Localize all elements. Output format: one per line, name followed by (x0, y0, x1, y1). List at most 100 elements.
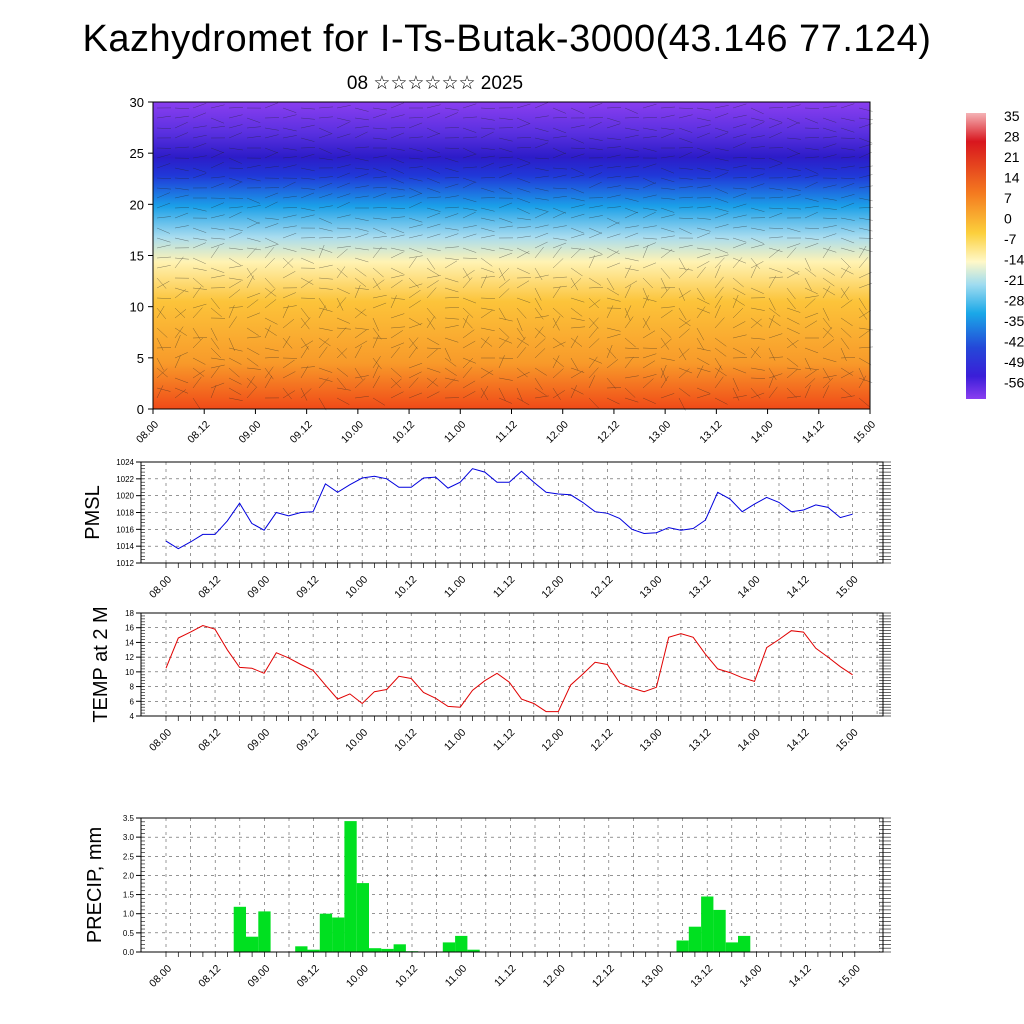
wind-barb (498, 252, 513, 259)
wind-barb (696, 357, 710, 366)
wind-barb (804, 295, 819, 299)
wind-barb (840, 217, 855, 221)
wind-barb (516, 337, 530, 346)
wind-barb (858, 329, 871, 339)
wind-barb (588, 327, 599, 339)
wind-barb (516, 387, 523, 401)
wind-barb (372, 186, 388, 189)
wind-barb (390, 279, 403, 289)
wind-barb (840, 347, 847, 361)
wind-barb (516, 177, 531, 184)
wind-barb (174, 107, 190, 110)
y-tick-label: 12 (125, 653, 134, 662)
wind-barb (822, 233, 837, 239)
wind-barb (210, 307, 222, 318)
wind-barb (498, 337, 513, 344)
wind-barb (426, 233, 441, 239)
wind-barb (408, 187, 422, 194)
wind-barb (408, 201, 422, 209)
wind-barb (354, 308, 366, 319)
wind-barb (390, 216, 405, 219)
wind-barb (462, 267, 471, 281)
wind-barb (714, 247, 729, 254)
wind-barb (732, 307, 744, 319)
wind-barb (174, 307, 186, 318)
wind-barb (354, 267, 367, 277)
wind-barb (372, 365, 380, 379)
wind-barb (624, 257, 639, 262)
wind-barb (246, 299, 259, 309)
wind-barb (732, 287, 746, 296)
wind-barb (408, 289, 421, 299)
wind-barb (768, 196, 784, 199)
wind-barb (696, 337, 705, 351)
wind-barb (174, 309, 187, 319)
wind-barb (516, 317, 523, 331)
wind-barb (426, 316, 435, 329)
wind-barb (336, 105, 351, 109)
precip-bar (258, 911, 271, 952)
wind-barb (606, 194, 621, 199)
wind-barb (354, 227, 369, 232)
wind-barb (624, 147, 639, 152)
wind-barb (750, 392, 765, 399)
wind-barb (642, 297, 657, 302)
x-tick-label: 10.00 (339, 419, 366, 446)
wind-barb (804, 367, 819, 371)
wind-barb (318, 377, 333, 382)
wind-barb (156, 216, 171, 219)
wind-barb (480, 257, 493, 267)
wind-barb (354, 247, 369, 251)
wind-barb (444, 157, 459, 163)
wind-barb (282, 247, 297, 252)
wind-barb (210, 151, 224, 159)
wind-barb (768, 236, 783, 239)
wind-barb (372, 279, 385, 289)
wind-barb (516, 123, 531, 129)
wind-barb (606, 175, 621, 179)
wind-barb (192, 287, 207, 290)
wind-barb (390, 313, 405, 319)
wind-barb (390, 247, 405, 252)
wind-barb (570, 247, 585, 250)
wind-barb (858, 346, 874, 349)
wind-barb (444, 277, 459, 283)
wind-barb (174, 256, 184, 269)
wind-barb (354, 367, 363, 380)
wind-barb (444, 378, 456, 389)
wind-barb (156, 192, 170, 199)
wind-barb (498, 225, 513, 229)
wind-barb (552, 107, 566, 114)
wind-barb (174, 326, 184, 339)
colorbar-label: 14 (1004, 170, 1020, 186)
wind-barb (570, 204, 585, 209)
x-tick-label: 08.12 (185, 419, 212, 446)
x-tick-label: 10.12 (393, 963, 420, 990)
wind-barb (732, 164, 747, 169)
wind-barb (462, 329, 475, 339)
wind-barb (804, 369, 817, 379)
wind-barb (390, 367, 402, 378)
wind-barb (768, 131, 782, 139)
wind-barb (516, 235, 531, 239)
wind-barb (372, 127, 388, 130)
wind-barb (696, 387, 710, 394)
x-tick-label: 15.00 (834, 727, 861, 754)
wind-barb (750, 183, 765, 189)
wind-barb (858, 327, 873, 331)
precip-bar (725, 942, 738, 952)
wind-barb (534, 327, 546, 338)
wind-barb (840, 299, 853, 309)
wind-barb (264, 237, 278, 245)
wind-barb (552, 152, 567, 159)
wind-barb (336, 133, 351, 139)
precip-bar (676, 940, 689, 952)
wind-barb (372, 227, 386, 234)
wind-barb (570, 317, 585, 321)
wind-barb (156, 265, 171, 269)
x-tick-label: 14.00 (737, 963, 764, 990)
y-tick-label: 10 (125, 668, 134, 677)
wind-barb (498, 355, 505, 369)
wind-barb (390, 234, 405, 239)
wind-barb (714, 305, 721, 319)
